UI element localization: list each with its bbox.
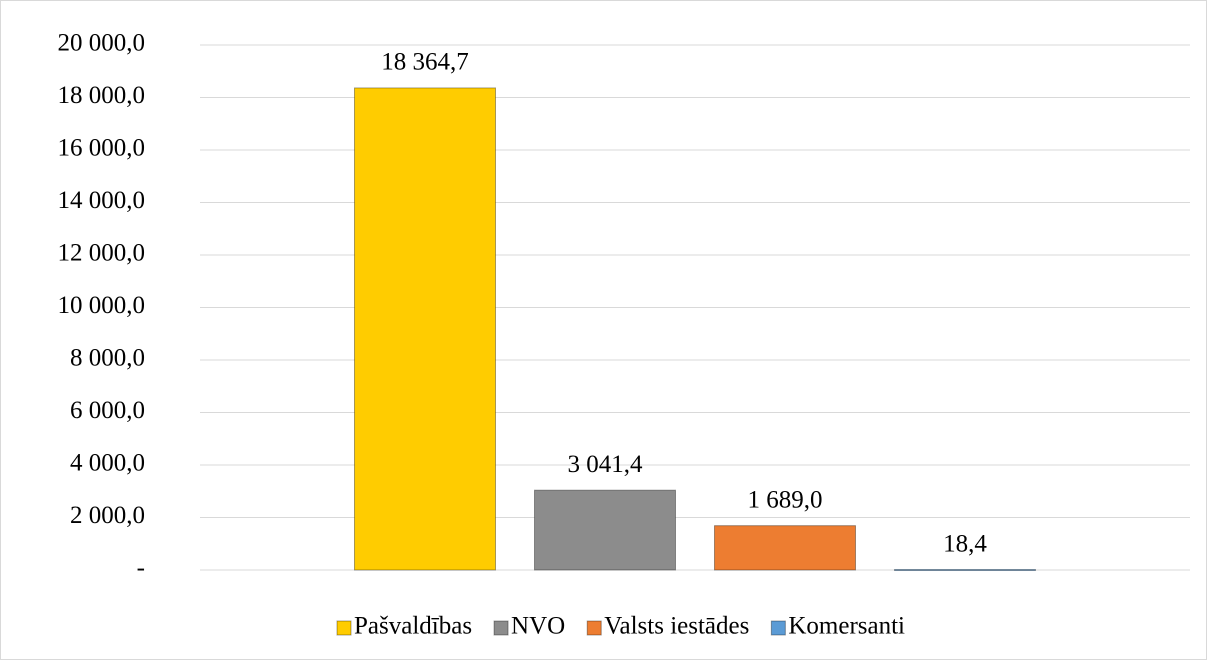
bar: [894, 569, 1036, 572]
data-label: 3 041,4: [568, 451, 644, 478]
legend-label: Pašvaldības: [354, 613, 472, 640]
y-tick-label: 6 000,0: [70, 397, 145, 424]
y-tick-label: 20 000,0: [58, 30, 146, 57]
y-tick-label: 18 000,0: [58, 82, 146, 109]
data-label: 1 689,0: [748, 486, 823, 513]
y-tick-label: 14 000,0: [58, 187, 146, 214]
legend-label: Komersanti: [788, 613, 905, 640]
legend-swatch: [336, 620, 352, 636]
bar: [714, 525, 856, 571]
bar: [534, 489, 676, 571]
bar: [354, 87, 496, 571]
y-tick-label: 2 000,0: [70, 502, 145, 529]
legend-label: NVO: [511, 613, 565, 640]
legend-swatch: [586, 620, 602, 636]
data-label: 18 364,7: [381, 49, 469, 76]
y-tick-label: 8 000,0: [70, 345, 145, 372]
legend-swatch: [493, 620, 509, 636]
legend: Pašvaldības NVO Valsts iestādes Komersanti: [336, 613, 905, 640]
y-tick-label: 12 000,0: [58, 240, 146, 267]
y-tick-label: 4 000,0: [70, 450, 145, 477]
y-tick-label: 10 000,0: [58, 292, 146, 319]
legend-label: Valsts iestādes: [604, 613, 749, 640]
legend-swatch: [770, 620, 786, 636]
y-tick-label: -: [137, 555, 145, 582]
y-tick-label: 16 000,0: [58, 135, 146, 162]
data-label: 18,4: [943, 530, 987, 557]
